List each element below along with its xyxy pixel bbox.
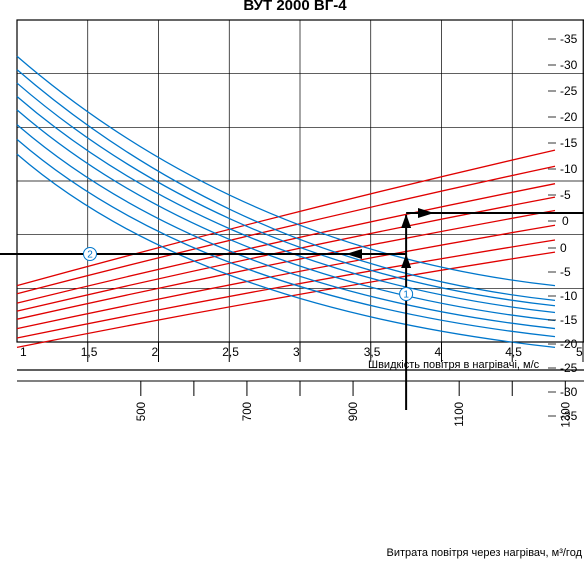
series-label-red: -25: [560, 84, 578, 98]
series-label-red: -10: [560, 162, 578, 176]
series-line-blue: [16, 138, 556, 338]
series-line-red: [16, 239, 556, 339]
series-line-red: [16, 183, 556, 304]
series-line-blue: [16, 124, 556, 330]
chart-title: ВУТ 2000 ВГ-4: [243, 0, 347, 14]
series-label-blue: -15: [560, 313, 578, 327]
flow-tick-label: 1100: [454, 402, 466, 427]
series-label-red: -30: [560, 58, 578, 72]
series-label-blue: -10: [560, 289, 578, 303]
series-line-red: [16, 149, 556, 287]
arrow-right-icon: [418, 208, 434, 218]
marker-number: 1: [403, 290, 409, 301]
series-label-blue: -20: [560, 337, 578, 351]
series-line-blue: [16, 55, 556, 287]
speed-tick-label: 3: [293, 345, 300, 359]
series-line-blue: [16, 153, 556, 349]
marker-circle: [399, 287, 414, 301]
speed-axis-title: Швидкість повітря в нагрівачі, м/с: [368, 359, 540, 371]
series-line-blue: [16, 69, 556, 302]
speed-tick-label: 3,5: [364, 345, 381, 359]
arrow-left-icon: [346, 249, 362, 259]
arrow-up-icon: [401, 214, 412, 228]
speed-tick-label: 5: [576, 345, 583, 359]
series-label-blue: -5: [560, 265, 571, 279]
flow-tick-label: 700: [242, 402, 254, 421]
speed-tick-label: 2,5: [222, 345, 239, 359]
curve-labels: -35 -30 -25 -20 -15 -10 -5 0 0 -5 -10 -15 -20 -25 -30 -…: [548, 32, 578, 423]
plot-grid: [17, 19, 584, 342]
series-label-red: -20: [560, 110, 578, 124]
speed-tick-label: 4,5: [505, 345, 522, 359]
series-label-blue: -30: [560, 385, 578, 399]
speed-axis: 1 1,5 2 2,5 3 3,5 4 4,5 5: [20, 342, 584, 362]
flow-tick-label: 900: [348, 402, 360, 421]
marker-circle: [83, 247, 97, 261]
flow-axis: 5007009001100130015001700190021002300250…: [136, 381, 572, 428]
flow-axis-title: Витрата повітря через нагрівач, м³/год: [386, 547, 582, 559]
curves: [16, 55, 556, 349]
series-label-red: -35: [560, 32, 578, 46]
series-line-red: [16, 251, 556, 349]
marker-number: 2: [87, 250, 93, 261]
speed-tick-label: 1,5: [81, 345, 98, 359]
speed-tick-label: 1: [20, 345, 27, 359]
series-line-blue: [16, 82, 556, 307]
series-label-blue: 0: [560, 241, 567, 255]
flow-tick-label: 1300: [560, 402, 572, 428]
series-line-blue: [16, 109, 556, 322]
series-line-red: [16, 165, 556, 295]
flow-tick-label: 500: [136, 402, 148, 421]
series-line-blue: [16, 95, 556, 314]
series-label-red: -15: [560, 136, 578, 150]
series-label-red: 0: [562, 214, 569, 228]
arrow-up-icon: [401, 254, 412, 268]
speed-tick-label: 2: [152, 345, 159, 359]
series-label-blue: -35: [560, 409, 578, 423]
series-line-red: [16, 224, 556, 330]
series-label-red: -5: [560, 188, 571, 202]
speed-tick-label: 4: [435, 345, 442, 359]
series-label-blue: -25: [560, 361, 578, 375]
